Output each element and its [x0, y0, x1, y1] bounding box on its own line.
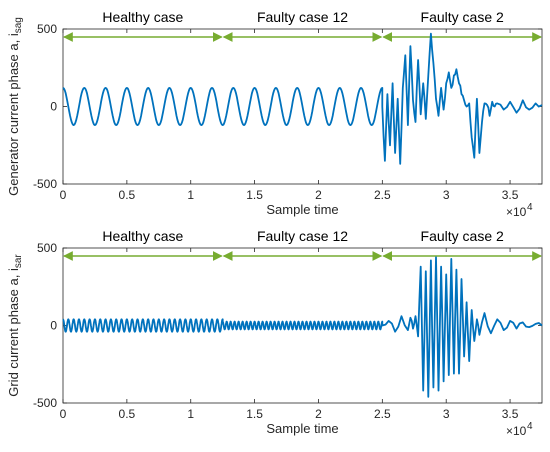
x-tick-label: 2.5	[374, 188, 391, 202]
x-exponent-power: 4	[527, 202, 533, 213]
series-line	[62, 256, 543, 398]
x-tick-label: 1.5	[246, 407, 263, 421]
x-tick-label: 2.5	[374, 407, 391, 421]
y-axis-label: Grid current phase a, isar	[6, 254, 24, 397]
x-tick-label: 1.5	[246, 188, 263, 202]
segment-label: Healthy case	[102, 228, 183, 244]
x-tick-label: 0.5	[119, 407, 136, 421]
y-axis-label: Generator current phase a, isag	[6, 17, 24, 196]
x-tick-label: 0	[60, 407, 67, 421]
x-exponent: ×10	[506, 205, 527, 219]
x-exponent: ×10	[506, 424, 527, 438]
y-tick-label: 0	[50, 319, 57, 333]
x-tick-label: 0	[60, 188, 67, 202]
x-axis-label: Sample time	[266, 202, 338, 217]
x-tick-label: 2	[315, 188, 322, 202]
series-line	[62, 32, 543, 165]
y-tick-label: 0	[50, 100, 57, 114]
x-tick-label: 1	[187, 188, 194, 202]
y-tick-label: -500	[33, 396, 57, 410]
x-tick-label: 1	[187, 407, 194, 421]
segment-label: Faulty case 12	[257, 228, 348, 244]
y-tick-label: 500	[37, 241, 57, 255]
segment-label: Faulty case 2	[421, 9, 504, 25]
x-exponent-power: 4	[527, 421, 533, 432]
x-tick-label: 3.5	[502, 188, 519, 202]
x-tick-label: 3.5	[502, 407, 519, 421]
x-tick-label: 2	[315, 407, 322, 421]
segment-label: Healthy case	[102, 9, 183, 25]
y-tick-label: 500	[37, 22, 57, 36]
segment-label: Faulty case 12	[257, 9, 348, 25]
segment-label: Faulty case 2	[421, 228, 504, 244]
x-tick-label: 3	[443, 407, 450, 421]
x-axis-label: Sample time	[266, 421, 338, 436]
x-tick-label: 3	[443, 188, 450, 202]
y-tick-label: -500	[33, 177, 57, 191]
x-tick-label: 0.5	[119, 188, 136, 202]
